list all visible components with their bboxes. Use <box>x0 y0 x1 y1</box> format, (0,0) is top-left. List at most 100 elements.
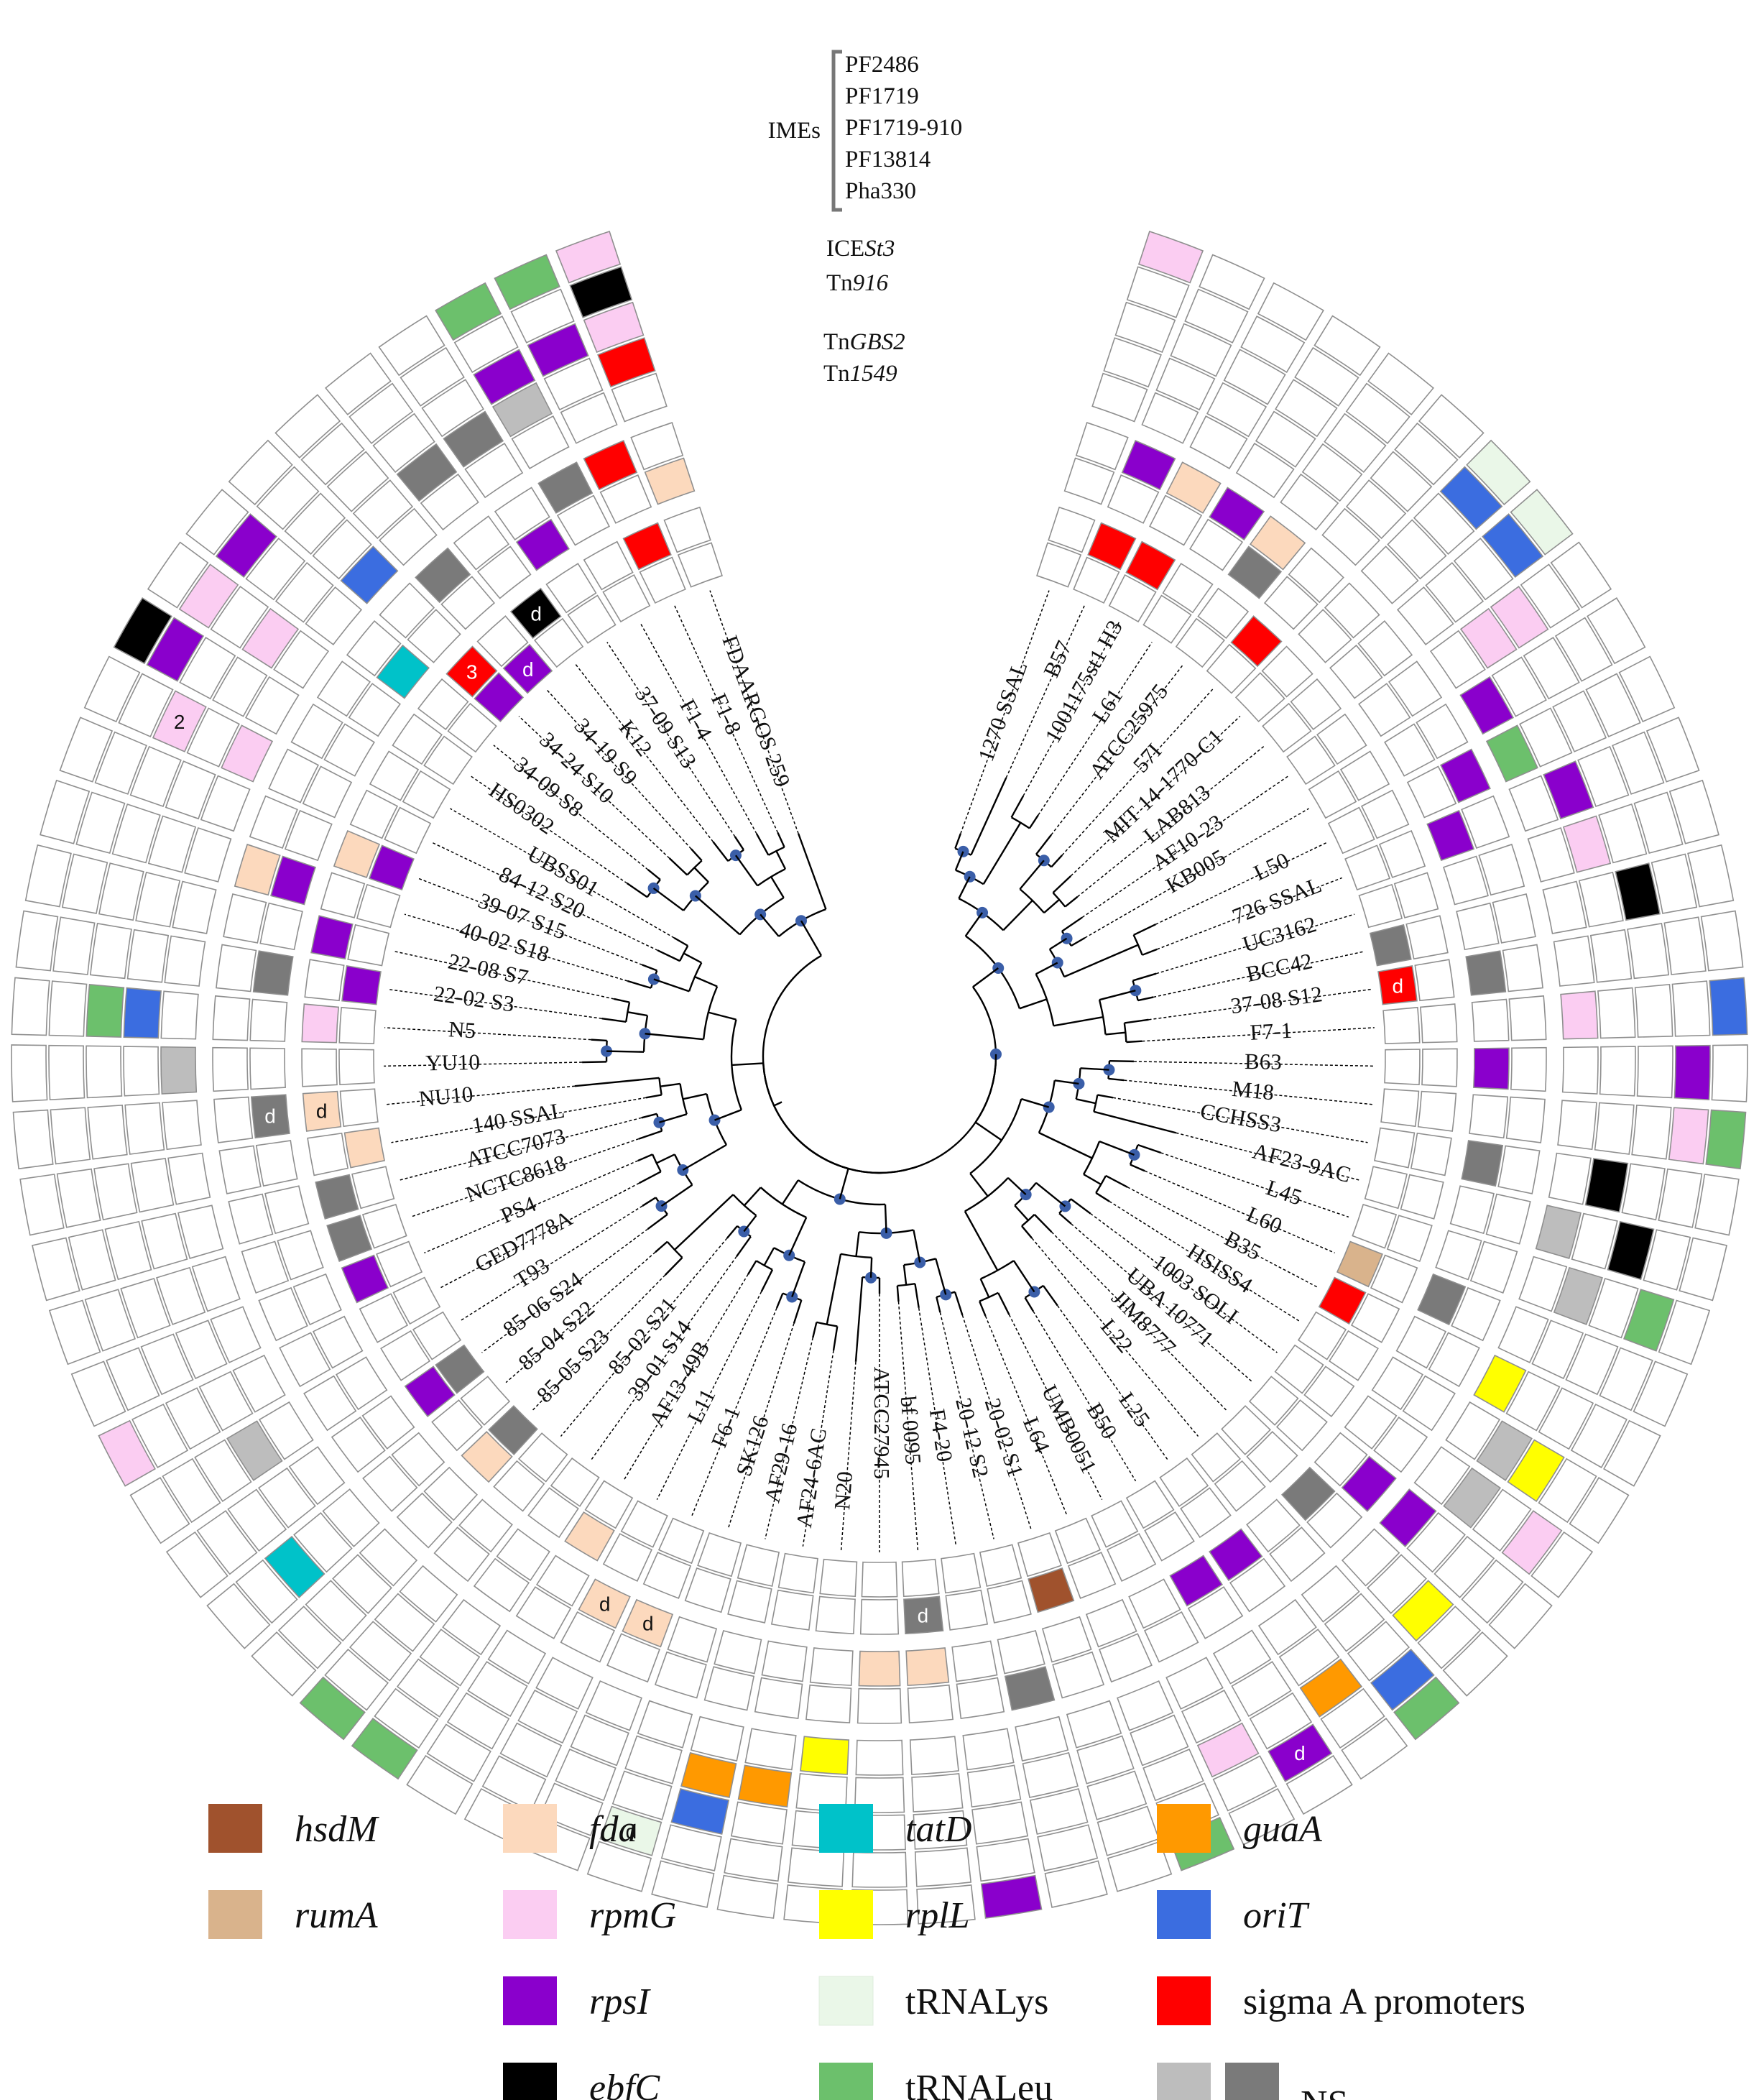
bootstrap-node <box>1128 1148 1140 1161</box>
ring-cell <box>517 1689 578 1744</box>
ring-cell <box>556 494 610 546</box>
tree-branch <box>972 967 999 988</box>
ring-cell <box>250 1094 290 1139</box>
ring-cell <box>123 987 162 1039</box>
taxon-leaf-line <box>493 745 649 870</box>
ring-cell <box>402 770 451 819</box>
ring-cell <box>1554 617 1613 682</box>
ring-cell <box>1668 779 1719 844</box>
tree-branch <box>974 1121 1002 1141</box>
ring-cell <box>331 1417 386 1473</box>
ring-cell <box>1036 542 1082 588</box>
legend-label: rplL <box>905 1895 970 1936</box>
tree-branch <box>652 887 684 911</box>
ring-cell <box>1508 775 1559 832</box>
ring-cell <box>941 1552 982 1594</box>
legend-item: ebfC <box>503 2063 661 2100</box>
ring-cell <box>1285 1754 1353 1815</box>
ring-cell <box>348 683 401 737</box>
ring-cell <box>338 1006 377 1044</box>
ring-cell <box>1169 1555 1223 1607</box>
legend-label: rumA <box>295 1895 378 1936</box>
tngbs2-label: TnGBS2 <box>823 329 905 355</box>
ring-cell <box>1400 1174 1444 1220</box>
ring-cell <box>241 607 300 669</box>
ring-cell <box>1565 1333 1619 1396</box>
ring-cell <box>945 1589 989 1631</box>
ring-cell <box>61 853 109 914</box>
ring-cell <box>1410 1132 1452 1176</box>
taxon-leaf-line <box>960 590 1050 834</box>
ring-cell <box>1286 735 1336 786</box>
phylogenetic-tree <box>574 777 1176 1362</box>
tree-branch <box>1021 1225 1033 1239</box>
ring-cell <box>1538 1457 1597 1524</box>
ring-cell <box>1180 1487 1232 1539</box>
taxon-label: 22-02 S3 <box>432 981 516 1017</box>
taxon-leaf-line <box>575 664 714 842</box>
ime-label-5: Pha330 <box>845 178 916 204</box>
ring-cell <box>1142 594 1192 644</box>
tree-branch <box>702 986 719 1040</box>
ring-cell <box>1107 474 1160 524</box>
ring-cell <box>326 451 389 512</box>
tree-branch <box>645 1033 704 1041</box>
tree-branch <box>638 1130 662 1140</box>
ring-cell <box>1396 586 1454 645</box>
legend-swatch <box>1225 2063 1279 2100</box>
ring-cell <box>1085 1598 1137 1648</box>
ring-cell <box>106 1347 160 1411</box>
ring-cell <box>1417 1606 1482 1670</box>
bootstrap-node <box>1130 985 1142 997</box>
ring-cell <box>212 1046 249 1092</box>
ring-cell <box>1531 1320 1584 1380</box>
ime-label-2: PF1719 <box>845 83 919 109</box>
ring-cell <box>1599 1347 1653 1411</box>
ring-cell <box>611 1770 673 1820</box>
tree-branch <box>637 1153 653 1162</box>
ring-cell <box>1301 443 1363 502</box>
taxon-label: B63 <box>1245 1049 1282 1074</box>
taxon-leaf-line <box>1005 604 1086 778</box>
ring-cell <box>1280 473 1339 531</box>
ring-cell <box>606 1633 661 1683</box>
ring-cell <box>352 479 414 540</box>
ring-cell <box>156 1266 206 1325</box>
ring-cell <box>1552 690 1607 752</box>
ring-cell <box>52 916 96 975</box>
ring-cell <box>1599 1046 1636 1097</box>
ring-cell <box>1206 643 1257 694</box>
ring-cell <box>1492 893 1536 944</box>
tree-branch <box>1033 1214 1053 1233</box>
ring-cell <box>1189 415 1248 470</box>
ring-cell <box>59 717 114 783</box>
tree-branch <box>832 1326 839 1351</box>
ring-cell <box>602 1533 653 1582</box>
ring-cell <box>815 1595 856 1635</box>
taxon-leaf-line <box>1153 951 1365 998</box>
tree-branch <box>614 998 630 1003</box>
tree-branch <box>1108 1077 1125 1082</box>
taxon-leaf-line <box>639 622 757 834</box>
taxon-leaf-lines <box>384 590 1375 1552</box>
ring-cell <box>1022 1751 1079 1798</box>
bootstrap-node <box>1061 932 1073 944</box>
ring-cell <box>1384 1049 1421 1085</box>
tree-branch <box>664 1257 683 1276</box>
tree-branch <box>760 1269 774 1292</box>
ring-cell <box>1413 1446 1471 1506</box>
taxon-leaf-line <box>1155 913 1355 975</box>
ring-cell <box>270 855 316 906</box>
tree-branch <box>1061 916 1083 932</box>
ring-cell <box>1144 1511 1195 1562</box>
tree-branch <box>726 1225 738 1239</box>
tree-branch <box>1095 1192 1110 1202</box>
ring-cell <box>1550 541 1612 609</box>
ring-cell <box>1634 983 1673 1038</box>
ring-cell <box>1199 254 1265 310</box>
tree-branch <box>964 1210 999 1271</box>
ring-cell <box>534 617 584 668</box>
legend-swatch <box>503 2063 557 2100</box>
taxon-leaf-line <box>424 1160 639 1253</box>
